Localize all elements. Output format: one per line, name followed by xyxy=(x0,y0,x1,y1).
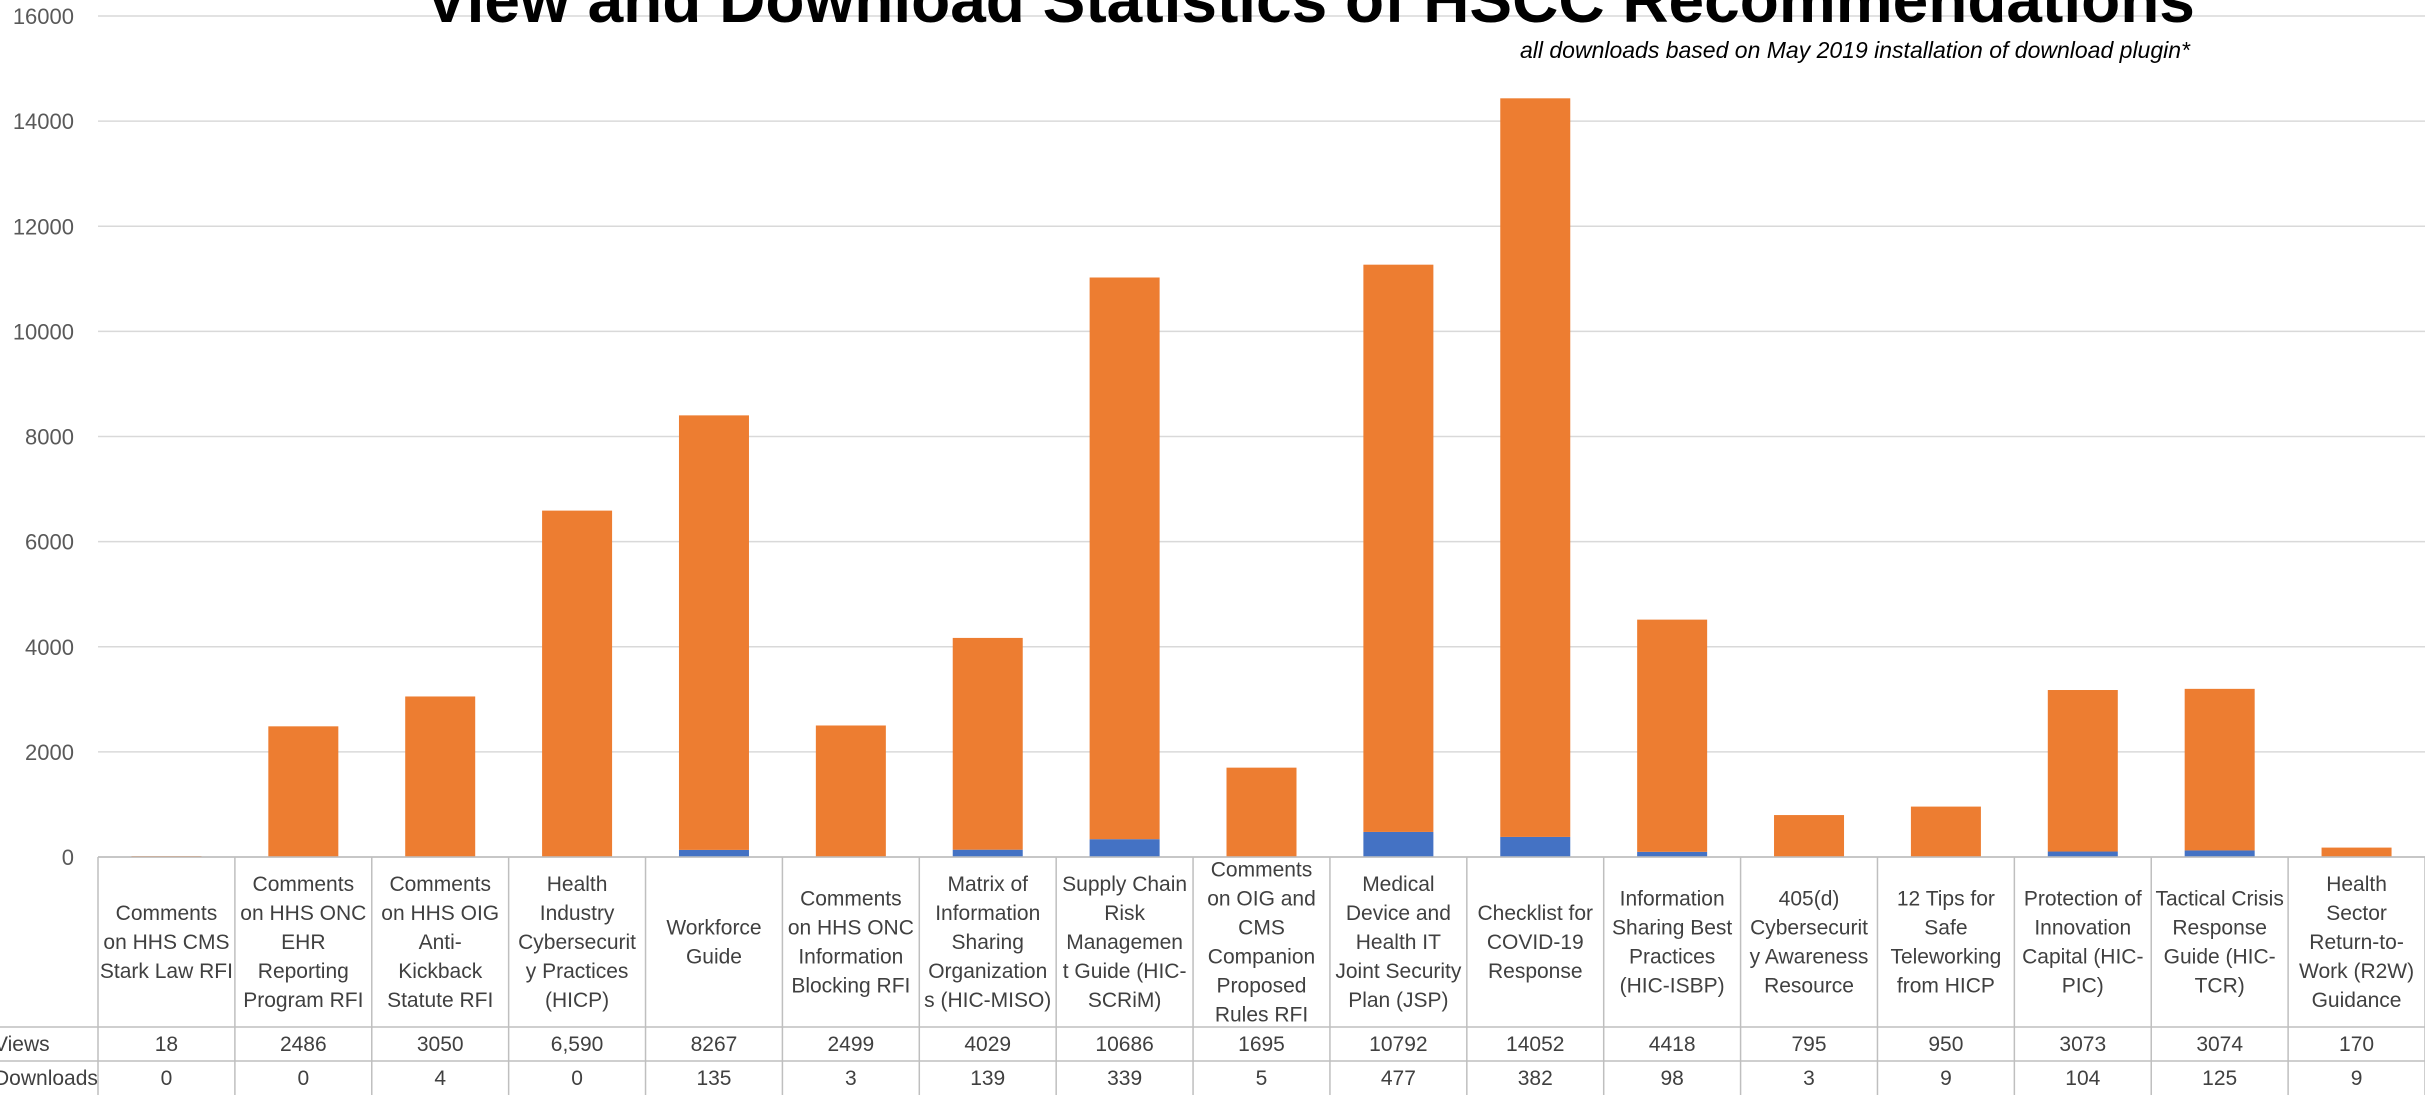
category-label: Comments on HHS ONC EHR Reporting Program RF… xyxy=(240,873,366,1012)
y-tick-label: 4000 xyxy=(25,635,74,660)
table-cell-value: 8267 xyxy=(691,1033,738,1056)
y-tick-label: 16000 xyxy=(13,4,74,29)
table-cell-value: 382 xyxy=(1518,1067,1553,1090)
table-cell-value: 2499 xyxy=(827,1033,874,1056)
bar-views xyxy=(542,510,613,857)
y-tick-label: 6000 xyxy=(25,530,74,555)
table-cell-value: 9 xyxy=(2351,1067,2363,1090)
bar-views xyxy=(1774,815,1845,857)
category-label: Comments on HHS CMS Stark Law RFI xyxy=(100,902,233,983)
table-cell-value: 3073 xyxy=(2059,1033,2106,1056)
bars xyxy=(131,98,2392,857)
y-tick-label: 8000 xyxy=(25,425,74,450)
category-label: Medical Device and Health IT Joint Security… xyxy=(1335,873,1462,1012)
table-cell-value: 139 xyxy=(970,1067,1005,1090)
bar-views xyxy=(405,696,476,857)
y-axis-ticks: 0 2000 4000 6000 8000 10000 12000 14000 16000 xyxy=(13,4,74,870)
table-cell-value: 5 xyxy=(1256,1067,1268,1090)
table-cell-value: 2486 xyxy=(280,1033,327,1056)
category-label: 12 Tips for Safe Teleworking from HICP xyxy=(1890,888,2001,998)
bar-views xyxy=(815,725,886,857)
category-label: Tactical Crisis Response Guide (HIC-TCR) xyxy=(2155,888,2283,998)
table-cell-value: 4029 xyxy=(964,1033,1011,1056)
table-cell-value: 6,590 xyxy=(551,1033,604,1056)
bar-downloads xyxy=(1500,836,1571,857)
category-label: Health Sector Return-to-Work (R2W) Guidance xyxy=(2299,873,2414,1012)
bar-views xyxy=(952,637,1023,850)
category-label: Comments on HHS ONC Information Blocking RF… xyxy=(788,888,914,998)
table-cell-value: 135 xyxy=(696,1067,731,1090)
bar-views xyxy=(2184,688,2255,851)
table-cell-value: 170 xyxy=(2339,1033,2374,1056)
bar-views xyxy=(1363,264,1434,832)
table-cell-value: 10686 xyxy=(1095,1033,1153,1056)
y-tick-label: 2000 xyxy=(25,740,74,765)
bar-downloads xyxy=(1363,831,1434,857)
table-cell-value: 3074 xyxy=(2196,1033,2243,1056)
table-cell-value: 795 xyxy=(1792,1033,1827,1056)
y-tick-label: 12000 xyxy=(13,214,74,239)
y-tick-label: 14000 xyxy=(13,109,74,134)
bar-views xyxy=(2321,847,2392,857)
table-cell-value: 104 xyxy=(2065,1067,2100,1090)
bar-views xyxy=(1089,277,1160,840)
row-label: Views xyxy=(0,1033,50,1056)
table-cell-value: 10792 xyxy=(1369,1033,1427,1056)
category-label: 405(d) Cybersecurit y Awareness Resource xyxy=(1750,888,1869,998)
category-label: Health Industry Cybersecurit y Practices (HI… xyxy=(518,873,636,1012)
y-tick-label: 0 xyxy=(62,845,74,870)
table-cell-value: 1695 xyxy=(1238,1033,1285,1056)
table-cell-value: 3050 xyxy=(417,1033,464,1056)
table-cell-value: 0 xyxy=(161,1067,173,1090)
table-cell-value: 4418 xyxy=(1649,1033,1696,1056)
category-label: Comments on HHS OIG Anti-Kickback Statute R… xyxy=(381,873,499,1012)
bar-views xyxy=(1226,767,1297,857)
chart-title: View and Download Statistics of HSCC Rec… xyxy=(425,0,2195,36)
bar-views xyxy=(678,415,749,850)
category-label: Workforce Guide xyxy=(666,917,761,969)
bar-views xyxy=(1910,806,1981,857)
table-cell-value: 125 xyxy=(2202,1067,2237,1090)
table-cell-value: 339 xyxy=(1107,1067,1142,1090)
bar-views xyxy=(2047,690,2118,852)
category-label: Protection of Innovation Capital (HIC-PIC) xyxy=(2022,888,2143,998)
chart-subtitle: all downloads based on May 2019 installa… xyxy=(1520,37,2191,63)
bar-views xyxy=(268,726,339,857)
category-label: Matrix of Information Sharing Organization s… xyxy=(924,873,1051,1012)
table-cell-value: 4 xyxy=(434,1067,446,1090)
bar-views xyxy=(1637,619,1708,852)
table-cell-value: 3 xyxy=(845,1067,857,1090)
bar-downloads xyxy=(1089,839,1160,857)
table-cell-value: 98 xyxy=(1660,1067,1683,1090)
table-cell-value: 3 xyxy=(1803,1067,1815,1090)
bar-downloads xyxy=(1637,851,1708,857)
category-label: Checklist for COVID-19 Response xyxy=(1477,902,1593,983)
bar-downloads xyxy=(952,849,1023,857)
table-cell-value: 18 xyxy=(155,1033,178,1056)
category-label: Information Sharing Best Practices (HIC-ISB… xyxy=(1612,888,1732,998)
table-cell-value: 0 xyxy=(571,1067,583,1090)
y-tick-label: 10000 xyxy=(13,319,74,344)
bar-views xyxy=(1500,98,1571,837)
bar-downloads xyxy=(678,849,749,857)
table-cell-value: 950 xyxy=(1928,1033,1963,1056)
bar-downloads xyxy=(2047,851,2118,857)
table-cell-value: 14052 xyxy=(1506,1033,1564,1056)
category-label: Supply Chain Risk Managemen t Guide (HIC-SC… xyxy=(1062,873,1187,1012)
table-cell-value: 0 xyxy=(297,1067,309,1090)
bar-downloads xyxy=(2184,850,2255,857)
gridlines xyxy=(98,15,2425,858)
category-label: Comments on OIG and CMS Companion Proposed Ru… xyxy=(1207,859,1316,1027)
table-cell-value: 477 xyxy=(1381,1067,1416,1090)
table-cell-value: 9 xyxy=(1940,1067,1952,1090)
row-label: Downloads xyxy=(0,1067,98,1090)
